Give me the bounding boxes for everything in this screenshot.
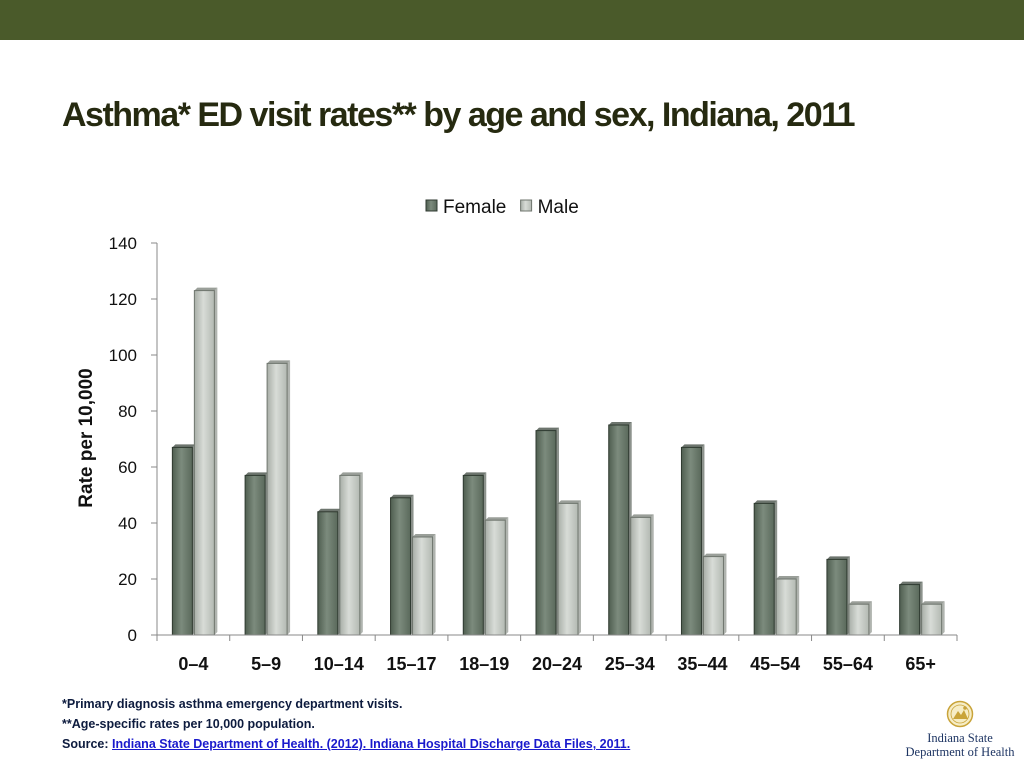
bar-male	[703, 554, 726, 635]
bar-face	[703, 557, 723, 635]
chart-legend: Female Male	[426, 197, 579, 218]
bar-chart: Female Male 0 20 40 60 80 100 120 140 0–4 5–9 10–1…	[0, 0, 1024, 690]
bar-face	[900, 585, 920, 635]
bar-female	[754, 500, 777, 635]
bar-male	[267, 360, 290, 635]
x-tick-label: 15–17	[387, 654, 437, 674]
source-prefix: Source:	[62, 737, 112, 751]
bar-male	[485, 517, 508, 635]
legend-label-male: Male	[538, 197, 579, 218]
legend-swatch-male	[521, 200, 532, 211]
x-tick-label: 5–9	[251, 654, 281, 674]
bar-face	[631, 517, 651, 635]
x-tick-label: 20–24	[532, 654, 582, 674]
x-tick-label: 35–44	[677, 654, 727, 674]
bar-female	[172, 444, 195, 635]
bar-female	[245, 472, 268, 635]
x-tick-label: 18–19	[459, 654, 509, 674]
y-axis-label: Rate per 10,000	[76, 368, 97, 507]
bar-face	[681, 447, 701, 635]
bar-male	[558, 500, 581, 635]
bar-face	[340, 475, 360, 635]
x-tick-label: 0–4	[178, 654, 208, 674]
bar-face	[391, 498, 411, 635]
x-tick-label: 65+	[905, 654, 936, 674]
bar-face	[922, 604, 942, 635]
y-tick-label: 40	[118, 514, 137, 533]
bar-male	[340, 472, 363, 635]
x-tick-label: 45–54	[750, 654, 800, 674]
bar-face	[267, 363, 287, 635]
bar-female	[318, 509, 341, 635]
footnote-primary-diagnosis: *Primary diagnosis asthma emergency depa…	[62, 694, 630, 714]
bar-face	[413, 537, 433, 635]
bar-face	[754, 503, 774, 635]
bar-face	[536, 431, 556, 635]
bar-face	[172, 447, 192, 635]
bar-male	[922, 601, 945, 635]
y-tick-label: 20	[118, 570, 137, 589]
y-tick-label: 120	[109, 290, 137, 309]
bar-female	[609, 422, 632, 635]
footnote-source: Source: Indiana State Department of Heal…	[62, 734, 630, 754]
y-tick-label: 60	[118, 458, 137, 477]
bar-face	[776, 579, 796, 635]
bar-face	[318, 512, 338, 635]
footnotes: *Primary diagnosis asthma emergency depa…	[62, 694, 630, 754]
bar-face	[194, 291, 214, 635]
chart-bars	[172, 288, 944, 635]
y-tick-label: 80	[118, 402, 137, 421]
logo-line-2: Department of Health	[904, 745, 1016, 759]
bar-face	[849, 604, 869, 635]
isdh-logo: Indiana State Department of Health	[904, 700, 1016, 762]
bar-male	[631, 514, 654, 635]
logo-line-1: Indiana State	[904, 731, 1016, 745]
legend-swatch-female	[426, 200, 437, 211]
y-axis-ticks: 0 20 40 60 80 100 120 140	[109, 234, 157, 645]
bar-female	[900, 582, 923, 635]
bar-female	[681, 444, 704, 635]
footnote-age-specific: **Age-specific rates per 10,000 populati…	[62, 714, 630, 734]
state-seal-icon	[946, 700, 974, 728]
y-tick-label: 100	[109, 346, 137, 365]
bar-female	[391, 495, 414, 635]
source-link[interactable]: Indiana State Department of Health. (201…	[112, 737, 630, 751]
bar-male	[849, 601, 872, 635]
legend-label-female: Female	[443, 197, 506, 218]
x-axis-ticks: 0–4 5–9 10–14 15–17 18–19 20–24 25–34 35–44 45–5…	[157, 635, 957, 674]
bar-male	[776, 576, 799, 635]
bar-face	[827, 559, 847, 635]
bar-face	[609, 425, 629, 635]
bar-female	[827, 556, 850, 635]
x-tick-label: 55–64	[823, 654, 873, 674]
x-tick-label: 25–34	[605, 654, 655, 674]
bar-female	[536, 428, 559, 635]
y-tick-label: 0	[128, 626, 137, 645]
x-tick-label: 10–14	[314, 654, 364, 674]
bar-face	[463, 475, 483, 635]
bar-face	[558, 503, 578, 635]
y-tick-label: 140	[109, 234, 137, 253]
bar-face	[245, 475, 265, 635]
bar-male	[194, 288, 217, 635]
bar-face	[485, 520, 505, 635]
bar-male	[413, 534, 436, 635]
bar-female	[463, 472, 486, 635]
